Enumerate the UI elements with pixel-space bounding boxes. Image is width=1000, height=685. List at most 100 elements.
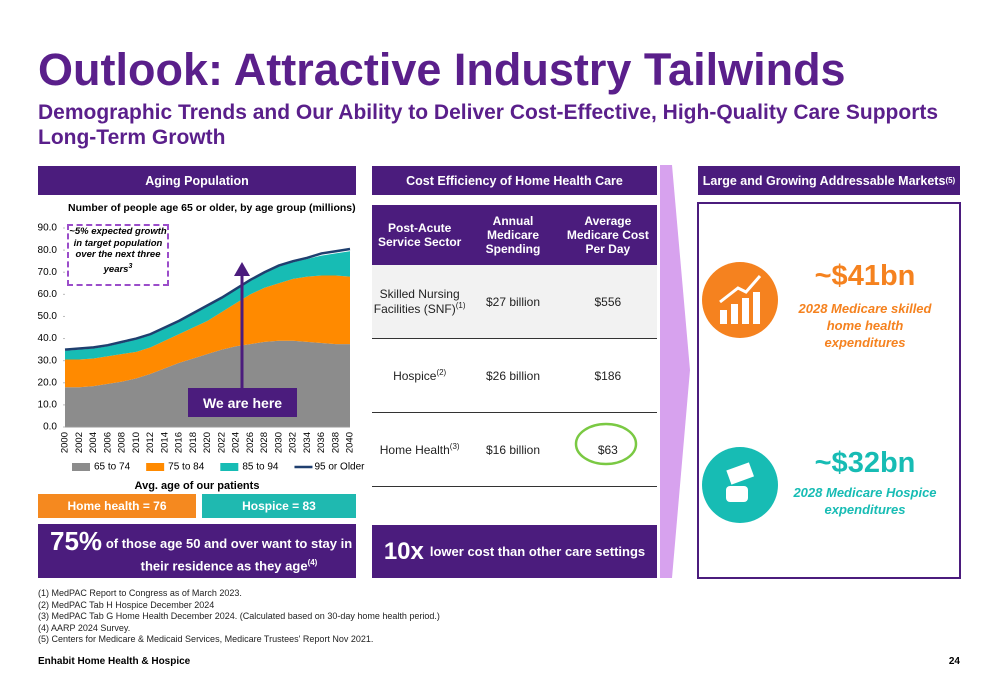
column-header: Average Medicare Cost Per Day (558, 205, 657, 265)
table-cell: $26 billion (467, 338, 559, 413)
footer: Enhabit Home Health & Hospice (38, 656, 191, 667)
x-tick-label: 2026 (245, 432, 256, 453)
y-tick-label: 10.0 (38, 400, 58, 411)
y-tick-label: 0.0 (43, 422, 57, 433)
x-tick-label: 2024 (231, 432, 242, 453)
legend-swatch (220, 463, 239, 471)
footnote: (2) MedPAC Tab H Hospice December 2024 (38, 599, 215, 610)
panel-header: Aging Population (38, 166, 356, 195)
series-area (65, 275, 350, 388)
callout: ~5% expected growth in target population… (67, 224, 169, 286)
x-tick-label: 2038 (330, 432, 341, 453)
sector: Hospice (393, 369, 437, 383)
column-header: Annual Medicare Spending (467, 205, 559, 265)
y-tick-label: 80.0 (38, 245, 58, 256)
x-tick-label: 2008 (117, 432, 128, 453)
avg-age-label: Avg. age of our patients (134, 480, 260, 492)
panel-header: Cost Efficiency of Home Health Care (372, 166, 657, 195)
table-cell: Hospice(2) (372, 338, 468, 413)
legend-label: 65 to 74 (94, 462, 131, 473)
table-cell: Home Health(3) (372, 412, 468, 487)
y-tick-label: 60.0 (38, 289, 58, 300)
table-cell: $27 billion (467, 265, 559, 339)
stat-value: 10x (383, 537, 424, 565)
series-area (65, 251, 350, 360)
sector-note: (3) (449, 442, 460, 451)
y-tick-label: 70.0 (38, 267, 58, 278)
stat-text: of those age 50 and over want to stay in… (105, 536, 353, 574)
table-cell: Skilled Nursing Facilities (SNF)(1) (372, 265, 468, 339)
x-tick-label: 2016 (174, 432, 185, 453)
y-tick-label: 20.0 (38, 377, 58, 388)
x-tick-label: 2010 (131, 432, 142, 453)
stat-text: lower cost than other care settings (429, 544, 646, 559)
growth-icon-bars (720, 292, 760, 324)
x-tick-label: 2018 (188, 432, 199, 453)
x-tick-label: 2032 (288, 432, 299, 453)
y-tick-label: 50.0 (38, 311, 58, 322)
legend-swatch (146, 463, 165, 471)
stat-box: 10x lower cost than other care settings (372, 525, 657, 578)
cost-table: Post-Acute Service Sector Annual Medicare… (372, 205, 657, 487)
sector: Skilled Nursing Facilities (SNF) (373, 287, 460, 316)
x-tick-label: 2020 (202, 432, 213, 453)
column-header: Post-Acute Service Sector (372, 205, 468, 265)
growth-icon-arrow (719, 275, 762, 304)
x-tick-label: 2034 (302, 432, 313, 453)
panel-header: Large and Growing Addressable Markets (5) (698, 166, 960, 195)
table-row: Skilled Nursing Facilities (SNF)(1) $27 b… (372, 265, 657, 339)
market-box (697, 202, 961, 579)
x-tick-label: 2004 (88, 432, 99, 453)
market-desc: 2028 Medicare Hospice expenditures (793, 485, 937, 517)
title: Outlook: Attractive Industry Tailwinds (38, 44, 846, 95)
page-number: 24 (948, 656, 960, 667)
market-value: ~$41bn (814, 260, 916, 292)
y-tick-label: 90.0 (38, 223, 58, 234)
table-row: Hospice(2) $26 billion $186 (372, 338, 657, 413)
x-tick-label: 2000 (60, 432, 71, 453)
footnote: (5) Centers for Medicare & Medicaid Serv… (38, 634, 374, 644)
table-row: Home Health(3) $16 billion $63 (372, 412, 657, 487)
x-tick-label: 2006 (102, 432, 113, 453)
y-tick-label: 40.0 (38, 333, 58, 344)
series-line (64, 247, 351, 351)
sector-note: (2) (436, 368, 447, 377)
callout-note: 3 (128, 262, 133, 270)
stat-note: (4) (307, 558, 318, 567)
sector: Home Health (379, 443, 450, 457)
table-cell: $16 billion (467, 412, 559, 487)
home-health-age: Home health = 76 (38, 494, 196, 518)
table-cell: $63 (558, 412, 657, 487)
x-tick-label: 2014 (159, 432, 170, 453)
growth-icon (702, 262, 778, 338)
legend-swatch (72, 463, 90, 471)
footnote: (1) MedPAC Report to Congress as of Marc… (38, 588, 242, 598)
market-desc: 2028 Medicare skilled home health expend… (798, 301, 932, 350)
x-tick-label: 2022 (216, 432, 227, 453)
footnote: (4) AARP 2024 Survey. (38, 622, 131, 633)
market-value: ~$32bn (814, 447, 916, 479)
callout-text: ~5% expected growth in target population… (69, 226, 167, 275)
footnotes: (1) MedPAC Report to Congress as of Marc… (38, 588, 440, 646)
x-tick-label: 2028 (259, 432, 270, 453)
header-note: (5) (945, 176, 956, 185)
legend-label: 75 to 84 (168, 462, 205, 473)
x-tick-label: 2012 (145, 432, 156, 453)
stat-value: 75% (50, 526, 103, 556)
table-cell: $186 (558, 338, 657, 413)
money-icon (702, 447, 778, 523)
sector-note: (1) (455, 301, 466, 310)
subtitle: Demographic Trends and Our Ability to De… (38, 101, 939, 149)
x-tick-label: 2030 (273, 432, 284, 453)
x-tick-label: 2036 (316, 432, 327, 453)
stat-text-wrap: of those age 50 and over want to stay in… (104, 534, 354, 575)
x-tick-label: 2040 (345, 432, 356, 453)
header-text: Large and Growing Addressable Markets (702, 173, 946, 188)
legend-label: 85 to 94 (242, 462, 279, 473)
hospice-age: Hospice = 83 (202, 494, 356, 518)
money-icon-hand (726, 486, 748, 502)
y-tick-label: 30.0 (38, 355, 58, 366)
marker-arrowhead (234, 262, 250, 276)
